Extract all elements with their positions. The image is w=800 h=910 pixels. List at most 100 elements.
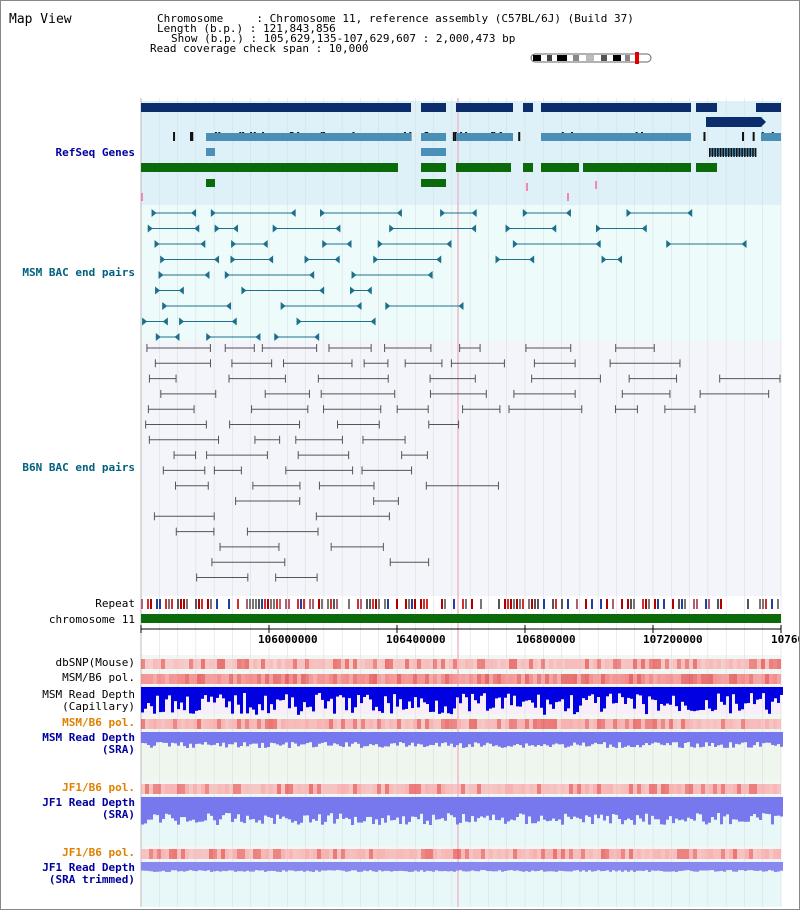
bac-end-marker <box>241 286 247 295</box>
polymorphism-cell <box>389 719 393 729</box>
read-depth-bar <box>192 732 195 748</box>
polymorphism-cell <box>689 784 693 794</box>
polymorphism-cell <box>397 674 401 684</box>
read-depth-bar <box>156 687 159 696</box>
polymorphism-cell <box>325 719 329 729</box>
read-depth-bar <box>753 732 756 746</box>
polymorphism-cell <box>429 849 433 859</box>
read-depth-bar <box>660 862 663 872</box>
read-depth-bar <box>711 687 714 712</box>
read-depth-bar <box>750 862 753 871</box>
jf1-read-depth-trimmed-label[interactable]: JF1 Read Depth <box>42 861 135 874</box>
polymorphism-cell <box>173 719 177 729</box>
read-depth-bar <box>345 797 348 818</box>
repeat-mark <box>321 599 323 609</box>
polymorphism-cell <box>177 849 181 859</box>
polymorphism-cell <box>601 674 605 684</box>
read-depth-bar <box>453 732 456 748</box>
read-depth-bar <box>372 732 375 746</box>
msm-read-depth-capillary-label[interactable]: MSM Read Depth <box>42 688 135 701</box>
polymorphism-cell <box>341 849 345 859</box>
polymorphism-cell <box>737 784 741 794</box>
polymorphism-cell <box>329 659 333 669</box>
gene-exon <box>421 148 446 156</box>
read-depth-bar <box>354 797 357 817</box>
polymorphism-cell <box>725 849 729 859</box>
gene-tick <box>719 148 722 157</box>
polymorphism-cell <box>189 849 193 859</box>
bac-end-marker <box>231 317 237 326</box>
polymorphism-cell <box>685 784 689 794</box>
dbsnp-label[interactable]: dbSNP(Mouse) <box>55 656 135 669</box>
repeat-mark <box>426 599 428 609</box>
msm-b6-pol-label[interactable]: MSM/B6 pol. <box>62 671 135 684</box>
bac-end-marker <box>174 333 180 341</box>
polymorphism-cell <box>621 784 625 794</box>
repeat-mark <box>465 599 467 609</box>
bac-end-marker <box>626 209 632 217</box>
polymorphism-cell <box>405 674 409 684</box>
repeat-mark <box>576 599 578 609</box>
jf1-b6-pol-trimmed-label[interactable]: JF1/B6 pol. <box>62 846 135 859</box>
read-depth-bar <box>591 797 594 825</box>
read-depth-bar <box>768 862 771 871</box>
read-depth-bar <box>525 862 528 872</box>
polymorphism-cell <box>193 849 197 859</box>
repeat-mark <box>309 599 311 609</box>
polymorphism-cell <box>305 719 309 729</box>
read-depth-bar <box>642 687 645 705</box>
repeat-mark <box>405 599 407 609</box>
polymorphism-cell <box>145 849 149 859</box>
polymorphism-cell <box>157 719 161 729</box>
read-depth-bar <box>453 862 456 872</box>
read-depth-bar <box>201 732 204 745</box>
read-depth-bar <box>153 797 156 815</box>
polymorphism-cell <box>613 784 617 794</box>
read-depth-bar <box>348 797 351 820</box>
read-depth-bar <box>267 862 270 872</box>
polymorphism-cell <box>493 719 497 729</box>
read-depth-bar <box>159 732 162 743</box>
read-depth-bar <box>321 687 324 700</box>
polymorphism-cell <box>597 784 601 794</box>
read-depth-bar <box>363 732 366 747</box>
refseq-genes-label[interactable]: RefSeq Genes <box>55 146 135 159</box>
polymorphism-cell <box>313 659 317 669</box>
repeat-mark <box>156 599 158 609</box>
read-depth-bar <box>762 687 765 694</box>
polymorphism-cell <box>741 784 745 794</box>
msm-bac-end-pairs-label[interactable]: MSM BAC end pairs <box>22 266 135 279</box>
read-depth-bar <box>621 687 624 698</box>
repeat-mark <box>177 599 179 609</box>
chromosome-ideogram[interactable] <box>530 52 652 64</box>
read-depth-bar <box>390 687 393 714</box>
read-depth-bar <box>636 687 639 695</box>
read-depth-bar <box>351 687 354 713</box>
polymorphism-cell <box>209 674 213 684</box>
msm-b6-pol-sra-label[interactable]: MSM/B6 pol. <box>62 716 135 729</box>
read-depth-bar <box>351 862 354 871</box>
repeat-mark <box>453 599 455 609</box>
polymorphism-cell <box>625 849 629 859</box>
read-depth-bar <box>726 862 729 871</box>
read-depth-bar <box>231 797 234 822</box>
polymorphism-cell <box>489 849 493 859</box>
polymorphism-cell <box>313 719 317 729</box>
msm-read-depth-sra-label[interactable]: MSM Read Depth <box>42 731 135 744</box>
jf1-b6-pol-label[interactable]: JF1/B6 pol. <box>62 781 135 794</box>
read-depth-bar <box>273 797 276 824</box>
read-depth-bar <box>762 862 765 872</box>
polymorphism-cell <box>461 659 465 669</box>
b6n-bac-end-pairs-label[interactable]: B6N BAC end pairs <box>22 461 135 474</box>
jf1-read-depth-sra-label[interactable]: JF1 Read Depth <box>42 796 135 809</box>
read-depth-bar <box>159 687 162 713</box>
read-depth-bar <box>453 687 456 709</box>
read-depth-bar <box>189 732 192 744</box>
polymorphism-cell <box>309 674 313 684</box>
polymorphism-cell <box>621 659 625 669</box>
polymorphism-cell <box>169 674 173 684</box>
repeat-mark <box>531 599 533 609</box>
polymorphism-cell <box>169 849 173 859</box>
gene-exon <box>523 163 533 172</box>
